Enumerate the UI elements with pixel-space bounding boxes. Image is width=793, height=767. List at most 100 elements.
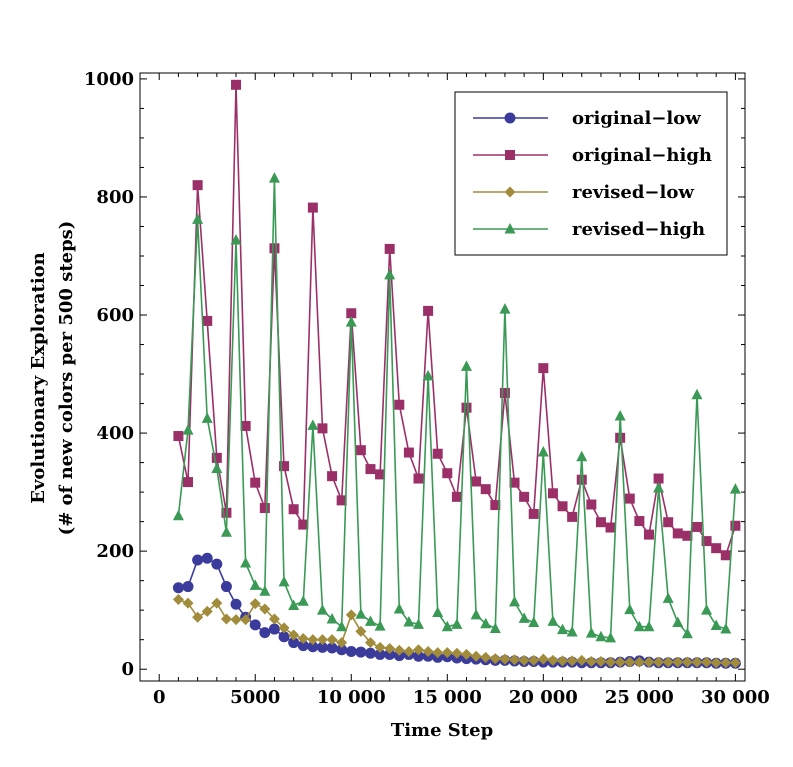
data-point (710, 657, 722, 669)
data-point (701, 536, 712, 547)
data-point (528, 654, 540, 666)
data-point (672, 656, 684, 668)
data-point (249, 619, 261, 631)
data-point (403, 447, 414, 458)
data-point (499, 303, 511, 314)
data-point (240, 556, 252, 568)
data-point (412, 650, 424, 662)
data-point (605, 656, 617, 668)
series-2 (172, 594, 741, 669)
data-point (451, 647, 463, 659)
data-point (576, 474, 587, 485)
data-point (720, 657, 732, 669)
data-point (182, 581, 194, 593)
data-point (624, 656, 636, 668)
data-point (259, 585, 271, 596)
data-point (557, 655, 569, 667)
data-point (567, 511, 578, 522)
data-point (509, 595, 521, 607)
data-point (509, 477, 520, 488)
data-point (211, 558, 223, 570)
data-point (326, 642, 338, 654)
data-point (336, 644, 348, 656)
data-point (537, 445, 549, 457)
data-point (355, 445, 366, 456)
data-point (230, 614, 242, 626)
data-point (384, 268, 396, 280)
data-point (519, 491, 530, 502)
legend-marker (504, 112, 516, 124)
data-point (432, 448, 443, 459)
data-point (586, 499, 597, 510)
x-tick-label: 5000 (230, 687, 280, 708)
data-point (518, 612, 530, 623)
data-point (413, 473, 424, 484)
y-tick-label: 600 (96, 305, 134, 326)
data-point (317, 423, 328, 434)
data-point (423, 305, 434, 316)
data-point (220, 613, 232, 625)
data-point (633, 656, 645, 668)
data-point (279, 461, 290, 472)
data-point (701, 604, 713, 615)
data-point (374, 648, 386, 660)
data-point (720, 623, 732, 634)
series-1 (173, 79, 741, 561)
data-point (614, 656, 626, 668)
data-point (394, 399, 405, 410)
y-axis-title-line2: (# of new colors per 500 steps) (56, 221, 77, 536)
data-point (297, 640, 309, 652)
data-point (711, 543, 722, 554)
x-tick-label: 15 000 (413, 687, 482, 708)
data-point (192, 554, 204, 566)
data-point (585, 656, 597, 668)
data-point (345, 645, 357, 657)
data-point (528, 616, 540, 628)
series-layer (172, 79, 741, 669)
data-point (220, 526, 232, 537)
data-point (192, 213, 204, 224)
data-point (490, 500, 501, 511)
data-point (297, 595, 309, 606)
data-point (307, 419, 319, 430)
data-point (355, 646, 367, 658)
data-point (576, 450, 588, 462)
data-point (384, 648, 396, 660)
data-point (201, 412, 213, 423)
data-point (316, 604, 328, 615)
data-point (489, 653, 501, 665)
data-point (442, 468, 453, 479)
data-point (653, 481, 665, 493)
data-point (432, 647, 444, 659)
data-point (681, 656, 693, 668)
y-tick-label: 400 (96, 423, 134, 444)
data-point (327, 471, 338, 482)
data-point (547, 488, 558, 499)
data-point (374, 620, 386, 631)
data-point (307, 641, 319, 653)
data-point (211, 452, 222, 463)
data-point (172, 582, 184, 594)
legend-label: revised−low (572, 182, 694, 203)
data-point (365, 464, 376, 475)
data-point (172, 594, 184, 606)
data-point (192, 180, 203, 191)
data-point (403, 645, 415, 657)
y-tick-label: 0 (121, 659, 134, 680)
data-point (288, 504, 299, 515)
plot-area (139, 72, 746, 682)
data-point (499, 387, 510, 398)
data-point (230, 234, 242, 245)
data-point (729, 657, 741, 669)
data-point (412, 644, 424, 656)
data-point (729, 483, 741, 494)
data-point (605, 631, 617, 643)
data-point (566, 655, 578, 667)
data-point (336, 620, 348, 632)
data-point (489, 622, 501, 633)
data-point (259, 603, 271, 615)
data-point (288, 599, 300, 610)
data-point (298, 519, 309, 530)
data-point (681, 627, 693, 639)
data-point (585, 627, 597, 638)
